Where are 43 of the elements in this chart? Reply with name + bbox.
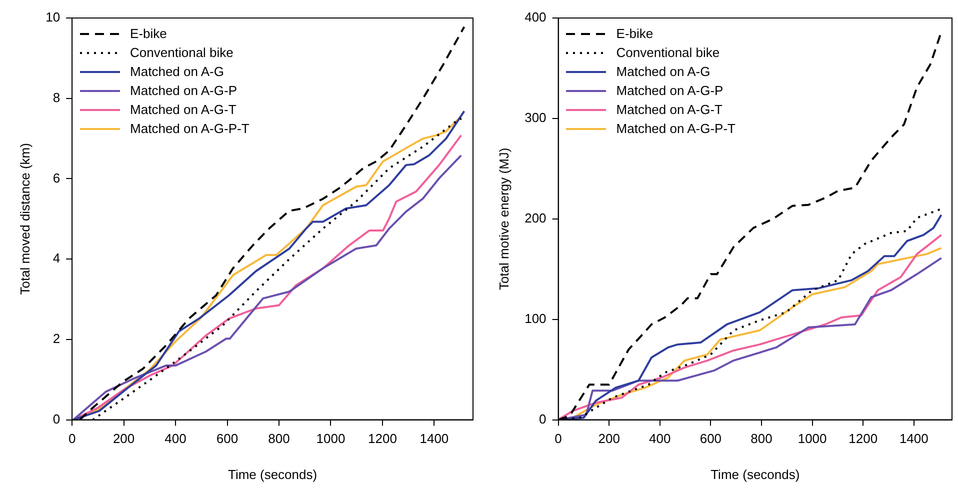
y-tick-label: 300	[524, 110, 546, 126]
legend-label: Matched on A-G	[130, 63, 224, 81]
legend-label: E-bike	[616, 25, 654, 43]
x-tick-label: 400	[649, 431, 671, 446]
legend-label: Matched on A-G-P-T	[130, 120, 250, 138]
y-axis-title: Total moved distance (km)	[17, 143, 32, 295]
y-tick-label: 100	[524, 310, 546, 326]
x-tick-label: 400	[164, 431, 186, 446]
x-tick-label: 800	[750, 431, 772, 446]
x-tick-label: 1200	[848, 431, 878, 446]
y-tick-label: 0	[52, 411, 60, 426]
y-tick-label: 6	[52, 170, 60, 186]
x-tick-label: 1000	[798, 431, 827, 446]
x-tick-label: 0	[68, 431, 76, 446]
y-tick-label: 4	[52, 250, 60, 266]
legend-label: Matched on A-G-P	[130, 82, 237, 100]
x-axis-title: Time (seconds)	[228, 466, 318, 482]
legend-label: Matched on A-G	[616, 63, 710, 81]
legend-label: Matched on A-G-P	[616, 82, 724, 100]
x-axis-title: Time (seconds)	[710, 466, 800, 482]
x-tick-label: 1200	[368, 431, 397, 446]
y-tick-label: 400	[524, 10, 546, 25]
legend-label: Matched on A-G-P-T	[616, 120, 736, 138]
y-axis-title: Total motive energy (MJ)	[496, 148, 512, 290]
y-tick-label: 10	[46, 10, 60, 25]
legend-label: Conventional bike	[616, 44, 720, 62]
legend-label: Matched on A-G-T	[616, 101, 722, 119]
y-tick-label: 8	[52, 90, 60, 105]
x-tick-label: 200	[598, 431, 620, 446]
y-tick-label: 200	[524, 210, 546, 226]
x-tick-label: 1400	[899, 431, 928, 446]
x-tick-label: 600	[216, 431, 238, 446]
legend-label: E-bike	[130, 25, 167, 43]
x-tick-label: 1000	[316, 431, 346, 446]
x-tick-label: 800	[268, 431, 290, 446]
y-tick-label: 2	[52, 331, 60, 346]
x-tick-label: 0	[554, 431, 562, 446]
legend-label: Conventional bike	[130, 44, 234, 62]
y-tick-label: 0	[539, 411, 546, 426]
x-tick-label: 1400	[420, 431, 449, 446]
legend-label: Matched on A-G-T	[130, 101, 236, 119]
x-tick-label: 600	[700, 431, 722, 446]
x-tick-label: 200	[112, 431, 135, 446]
